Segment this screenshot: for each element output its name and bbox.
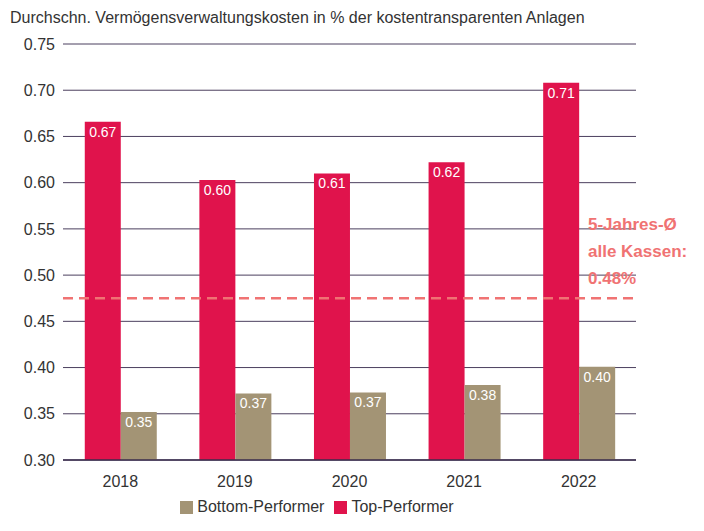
- svg-text:0.62: 0.62: [433, 164, 460, 180]
- svg-text:0.35: 0.35: [24, 405, 55, 422]
- svg-text:0.67: 0.67: [89, 124, 116, 140]
- svg-text:0.37: 0.37: [354, 394, 381, 410]
- svg-text:0.60: 0.60: [204, 182, 231, 198]
- html-text:Durchschn. Vermögensverwaltung: Durchschn. Vermögensverwaltungskosten in…: [10, 9, 585, 26]
- html-text:Bottom-Performer: Bottom-Performer: [197, 498, 325, 515]
- svg-text:0.50: 0.50: [24, 267, 55, 284]
- html-text:Top-Performer: Top-Performer: [351, 498, 454, 515]
- svg-text:0.61: 0.61: [318, 175, 345, 191]
- svg-text:0.40: 0.40: [24, 359, 55, 376]
- svg-text:2019: 2019: [217, 473, 253, 490]
- svg-text:2018: 2018: [103, 473, 139, 490]
- svg-text:alle Kassen:: alle Kassen:: [588, 242, 687, 261]
- svg-text:5-Jahres-Ø: 5-Jahres-Ø: [588, 215, 677, 234]
- svg-text:0.40: 0.40: [584, 369, 611, 385]
- svg-text:0.55: 0.55: [24, 221, 55, 238]
- svg-text:0.75: 0.75: [24, 36, 55, 53]
- svg-text:0.35: 0.35: [125, 414, 152, 430]
- svg-text:0.30: 0.30: [24, 452, 55, 469]
- svg-text:0.60: 0.60: [24, 174, 55, 191]
- svg-text:0.48%: 0.48%: [588, 269, 636, 288]
- svg-text:2020: 2020: [332, 473, 368, 490]
- svg-text:0.37: 0.37: [240, 395, 267, 411]
- svg-text:0.71: 0.71: [548, 85, 575, 101]
- svg-text:2021: 2021: [446, 473, 482, 490]
- svg-text:0.65: 0.65: [24, 128, 55, 145]
- svg-text:0.45: 0.45: [24, 313, 55, 330]
- svg-text:2022: 2022: [561, 473, 597, 490]
- svg-text:0.70: 0.70: [24, 82, 55, 99]
- svg-text:0.38: 0.38: [469, 387, 496, 403]
